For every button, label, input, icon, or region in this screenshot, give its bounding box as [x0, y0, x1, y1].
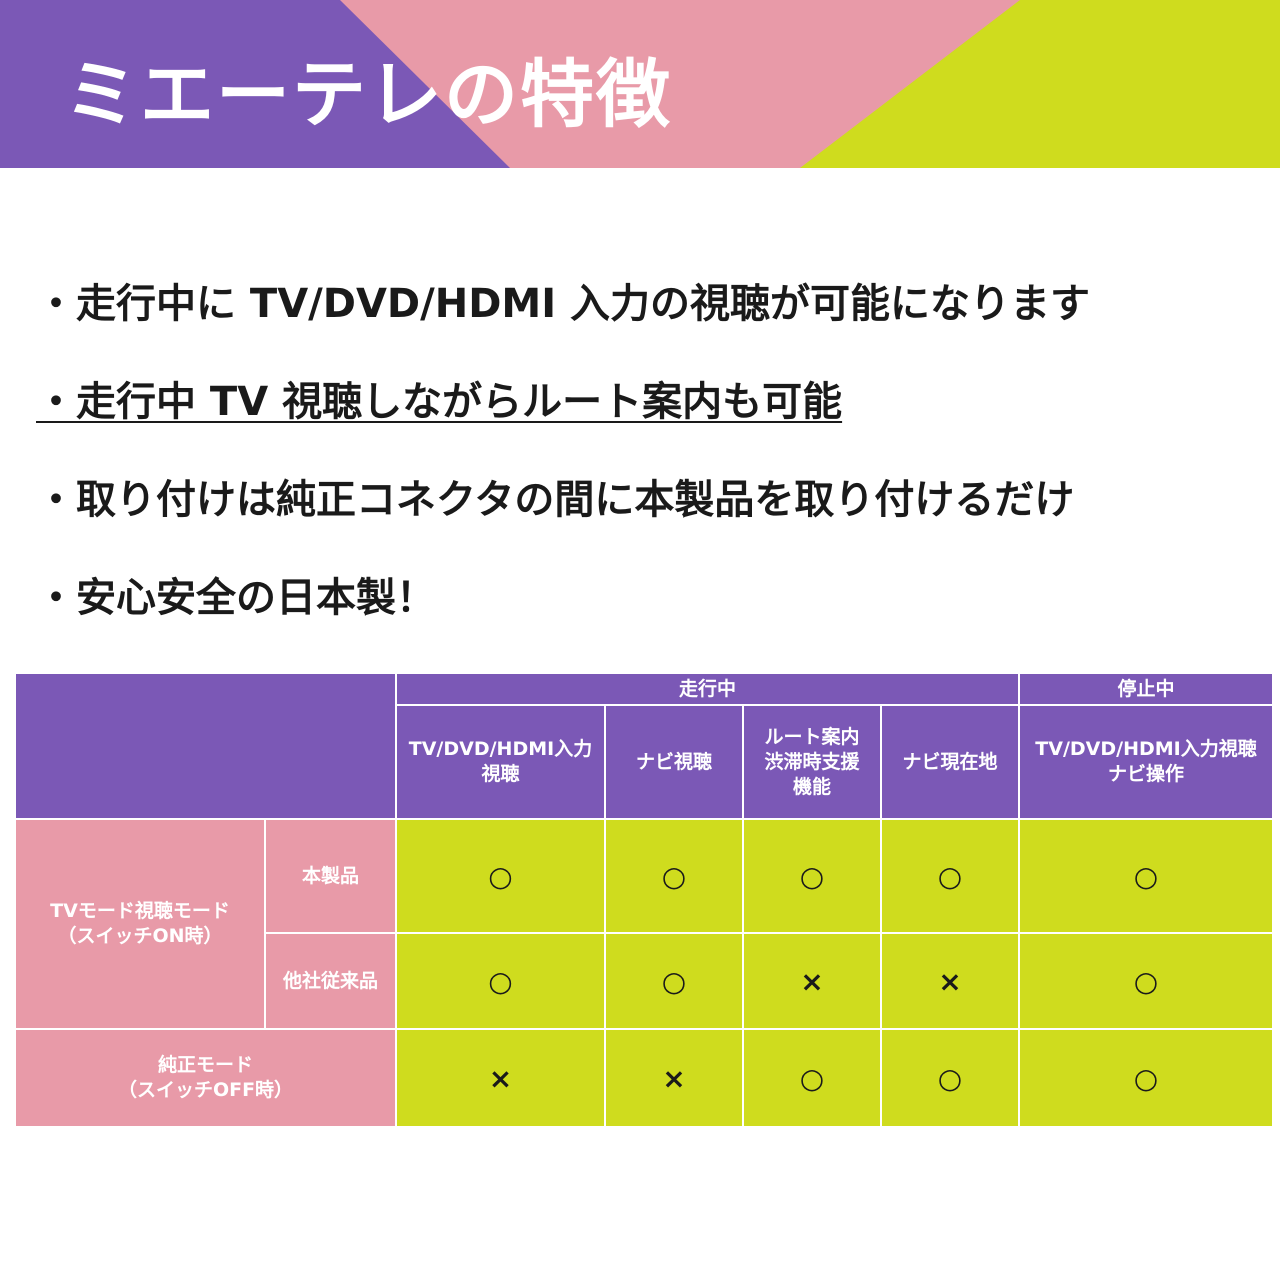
banner-background: [0, 0, 1280, 168]
table-cell: ×: [742, 932, 882, 1030]
table-cell: ○: [604, 818, 744, 934]
table-cell: ×: [879, 932, 1021, 1030]
table-cell: ○: [1018, 1028, 1275, 1128]
column-header-av-input: TV/DVD/HDMI入力 視聴: [395, 704, 606, 820]
table-corner: [14, 672, 397, 820]
product-label-competitor: 他社従来品: [264, 932, 397, 1030]
table-row: TVモード視聴モード （スイッチON時） 本製品 ○ ○ ○ ○ ○: [14, 818, 1275, 1030]
table-cell: ○: [742, 818, 882, 934]
table-cell: ○: [395, 818, 606, 934]
column-header-stopped-ops: TV/DVD/HDMI入力視聴 ナビ操作: [1018, 704, 1275, 820]
table-cell: ○: [742, 1028, 882, 1128]
table-cell: ○: [879, 818, 1021, 934]
mode-label-tv: TVモード視聴モード （スイッチON時）: [14, 818, 266, 1030]
product-label-this: 本製品: [264, 818, 397, 934]
column-header-route-guidance: ルート案内 渋滞時支援 機能: [742, 704, 882, 820]
column-header-navi-view: ナビ視聴: [604, 704, 744, 820]
group-header-driving: 走行中: [394, 672, 1021, 706]
feature-item: ・取り付けは純正コネクタの間に本製品を取り付けるだけ: [36, 477, 1075, 523]
table-cell: ×: [604, 1028, 744, 1128]
feature-item: ・走行中に TV/DVD/HDMI 入力の視聴が可能になります: [36, 281, 1091, 327]
comparison-table: 走行中 停止中 TV/DVD/HDMI入力 視聴 ナビ視聴 ルート案内 渋滞時支…: [14, 672, 1275, 1128]
table-row: 他社従来品 ○ ○ × × ○: [15, 932, 1275, 1030]
table-cell: ×: [395, 1028, 606, 1128]
mode-label-genuine: 純正モード （スイッチOFF時）: [14, 1028, 397, 1128]
banner-purple-band: [0, 0, 510, 168]
banner-lime-band: [800, 0, 1280, 168]
group-header-stopped: 停止中: [1018, 672, 1275, 706]
table-cell: ○: [395, 932, 606, 1030]
feature-item: ・安心安全の日本製！: [36, 575, 436, 621]
table-cell: ○: [1018, 932, 1275, 1030]
feature-item: ・走行中 TV 視聴しながらルート案内も可能: [36, 379, 843, 425]
column-header-navi-location: ナビ現在地: [879, 704, 1021, 820]
table-cell: ○: [604, 932, 744, 1030]
table-cell: ○: [879, 1028, 1021, 1128]
page-title: ミエーテレの特徴: [64, 52, 672, 138]
table-cell: ○: [1018, 818, 1275, 934]
header-banner: ミエーテレの特徴: [0, 0, 1280, 168]
table-row: 純正モード （スイッチOFF時） × × ○ ○ ○: [14, 1028, 1275, 1128]
